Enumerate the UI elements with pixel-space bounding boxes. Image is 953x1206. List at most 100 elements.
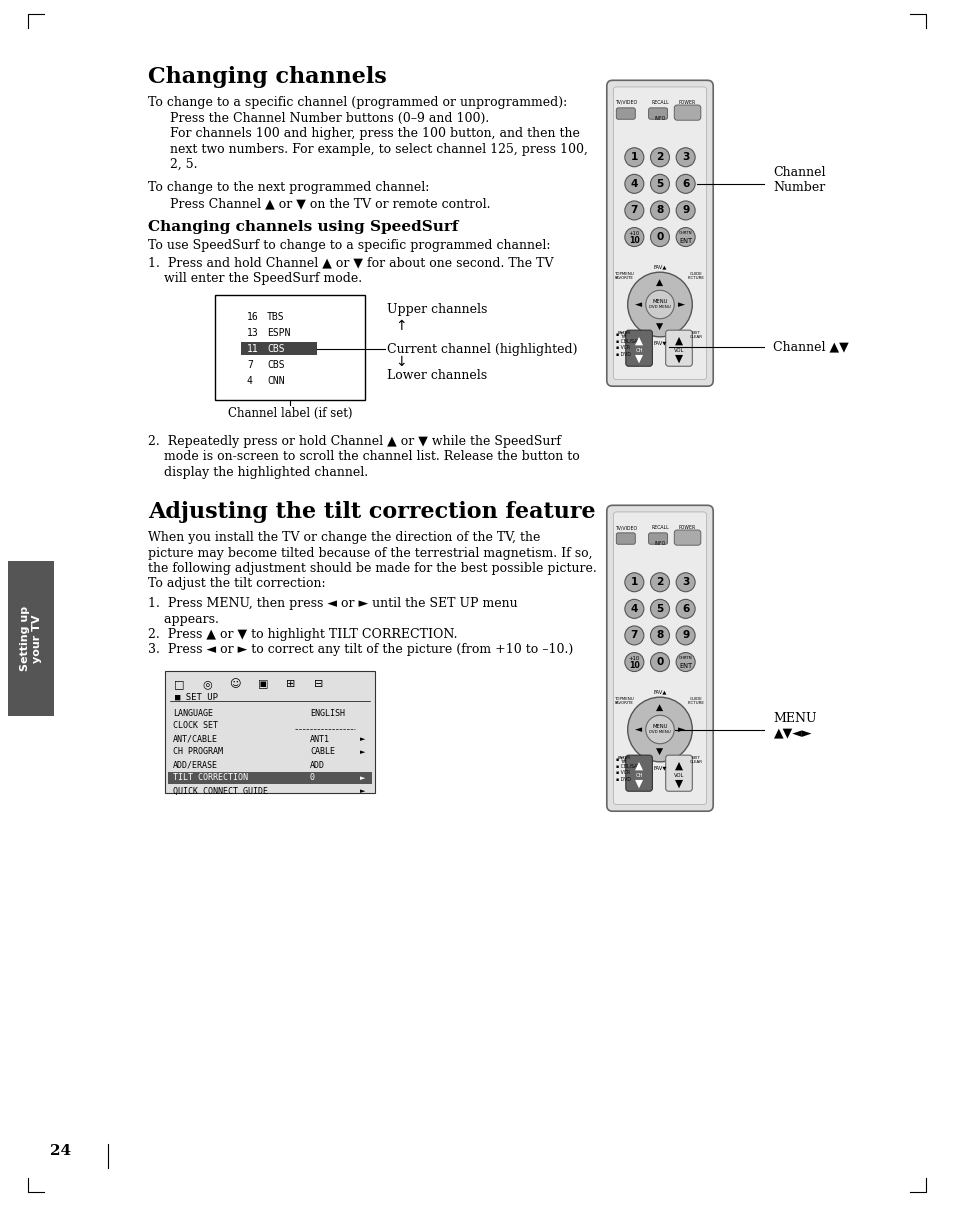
Text: CH: CH	[635, 347, 642, 352]
Text: 1: 1	[630, 152, 638, 163]
Circle shape	[650, 201, 669, 219]
Circle shape	[645, 715, 674, 744]
FancyBboxPatch shape	[625, 755, 652, 791]
Text: 4: 4	[630, 604, 638, 614]
Text: ▣: ▣	[257, 679, 268, 689]
Text: 6: 6	[681, 604, 689, 614]
Text: ANT/CABLE: ANT/CABLE	[172, 734, 218, 744]
Text: ENTER
ER: ENTER ER	[617, 756, 630, 765]
Circle shape	[650, 228, 669, 246]
Text: TV/VIDEO: TV/VIDEO	[614, 525, 637, 529]
Text: ESPN: ESPN	[267, 328, 291, 338]
FancyBboxPatch shape	[613, 87, 706, 380]
Circle shape	[676, 573, 695, 592]
Text: ▪ TV
▪ CBL/SAT
▪ VCR
▪ DVD: ▪ TV ▪ CBL/SAT ▪ VCR ▪ DVD	[616, 332, 639, 357]
FancyBboxPatch shape	[613, 513, 706, 804]
Text: ENGLISH: ENGLISH	[310, 708, 345, 718]
Text: QUICK CONNECT GUIDE: QUICK CONNECT GUIDE	[172, 786, 268, 796]
Text: FAV▲: FAV▲	[653, 264, 666, 269]
Text: CBS: CBS	[267, 361, 284, 370]
Text: DVD MENU: DVD MENU	[648, 731, 670, 734]
Text: ■ SET UP: ■ SET UP	[174, 693, 218, 702]
Text: ▲: ▲	[635, 761, 642, 771]
Circle shape	[650, 148, 669, 166]
Circle shape	[624, 573, 643, 592]
Circle shape	[650, 599, 669, 619]
Text: Current channel (highlighted): Current channel (highlighted)	[387, 343, 577, 356]
Circle shape	[650, 626, 669, 645]
Text: 5: 5	[656, 604, 663, 614]
Text: 6: 6	[681, 178, 689, 189]
Text: 0: 0	[656, 232, 663, 242]
Text: ▪ TV
▪ CBL/SAT
▪ VCR
▪ DVD: ▪ TV ▪ CBL/SAT ▪ VCR ▪ DVD	[616, 757, 639, 781]
Text: To change to the next programmed channel:: To change to the next programmed channel…	[148, 181, 429, 194]
Text: 2: 2	[656, 578, 663, 587]
FancyBboxPatch shape	[648, 107, 667, 119]
Text: ENT: ENT	[679, 663, 692, 669]
Text: ▼: ▼	[635, 779, 642, 789]
FancyBboxPatch shape	[665, 330, 692, 367]
Circle shape	[627, 697, 692, 762]
Text: ►: ►	[359, 788, 365, 794]
FancyBboxPatch shape	[616, 107, 635, 119]
Text: Changing channels using SpeedSurf: Changing channels using SpeedSurf	[148, 221, 458, 234]
Bar	[241, 343, 316, 355]
Text: CH PROGRAM: CH PROGRAM	[172, 748, 223, 756]
Text: ◄: ◄	[634, 725, 641, 734]
Text: 11: 11	[247, 344, 258, 355]
Text: TBS: TBS	[267, 312, 284, 322]
Text: ▲: ▲	[674, 761, 682, 771]
Text: ENT: ENT	[679, 238, 692, 244]
Circle shape	[676, 599, 695, 619]
Text: 16: 16	[247, 312, 258, 322]
Text: TV/VIDEO: TV/VIDEO	[614, 100, 637, 105]
Text: 7: 7	[630, 631, 638, 640]
Text: POWER: POWER	[679, 525, 696, 529]
Text: +10: +10	[628, 230, 639, 235]
Text: mode is on-screen to scroll the channel list. Release the button to: mode is on-screen to scroll the channel …	[148, 451, 579, 463]
Text: Channel
Number: Channel Number	[773, 166, 825, 194]
Text: ►: ►	[678, 300, 684, 309]
Text: MENU: MENU	[652, 299, 667, 304]
Text: TOPMENU
FAVORITE: TOPMENU FAVORITE	[614, 271, 633, 280]
FancyBboxPatch shape	[648, 533, 667, 544]
Circle shape	[624, 228, 643, 246]
Text: next two numbers. For example, to select channel 125, press 100,: next two numbers. For example, to select…	[170, 142, 587, 156]
Text: 1.  Press MENU, then press ◄ or ► until the SET UP menu: 1. Press MENU, then press ◄ or ► until t…	[148, 597, 517, 610]
FancyBboxPatch shape	[665, 755, 692, 791]
Text: POWER: POWER	[679, 100, 696, 105]
Text: ▼: ▼	[674, 353, 682, 364]
Text: ◄: ◄	[634, 300, 641, 309]
Text: ▼: ▼	[674, 779, 682, 789]
Text: 4: 4	[630, 178, 638, 189]
Text: Press Channel ▲ or ▼ on the TV or remote control.: Press Channel ▲ or ▼ on the TV or remote…	[170, 197, 490, 210]
Text: FAV▲: FAV▲	[653, 689, 666, 693]
Text: ↓: ↓	[395, 355, 406, 369]
Text: FAV▼: FAV▼	[653, 340, 666, 345]
Text: appears.: appears.	[148, 613, 218, 626]
Text: 3: 3	[681, 578, 689, 587]
Text: 10: 10	[628, 236, 639, 245]
Text: ENTER
ER: ENTER ER	[617, 330, 630, 339]
Text: CH: CH	[635, 773, 642, 778]
Circle shape	[676, 175, 695, 193]
Text: Channel ▲▼: Channel ▲▼	[773, 341, 848, 353]
Circle shape	[624, 201, 643, 219]
FancyBboxPatch shape	[625, 330, 652, 367]
Text: INFO: INFO	[654, 541, 665, 546]
Text: 0: 0	[656, 657, 663, 667]
Text: ☺: ☺	[229, 679, 240, 689]
Text: ▲: ▲	[656, 703, 663, 713]
Text: CLOCK SET: CLOCK SET	[172, 721, 218, 731]
Circle shape	[676, 652, 695, 672]
Text: ⊞: ⊞	[286, 679, 295, 689]
FancyBboxPatch shape	[674, 105, 700, 121]
Text: 10: 10	[628, 661, 639, 671]
Text: RECALL: RECALL	[651, 100, 668, 105]
Text: 24: 24	[50, 1144, 71, 1158]
Circle shape	[624, 652, 643, 672]
Text: ANT1: ANT1	[310, 734, 330, 744]
Text: VOL: VOL	[673, 347, 683, 352]
Text: To change to a specific channel (programmed or unprogrammed):: To change to a specific channel (program…	[148, 96, 567, 109]
Text: 7: 7	[630, 205, 638, 216]
